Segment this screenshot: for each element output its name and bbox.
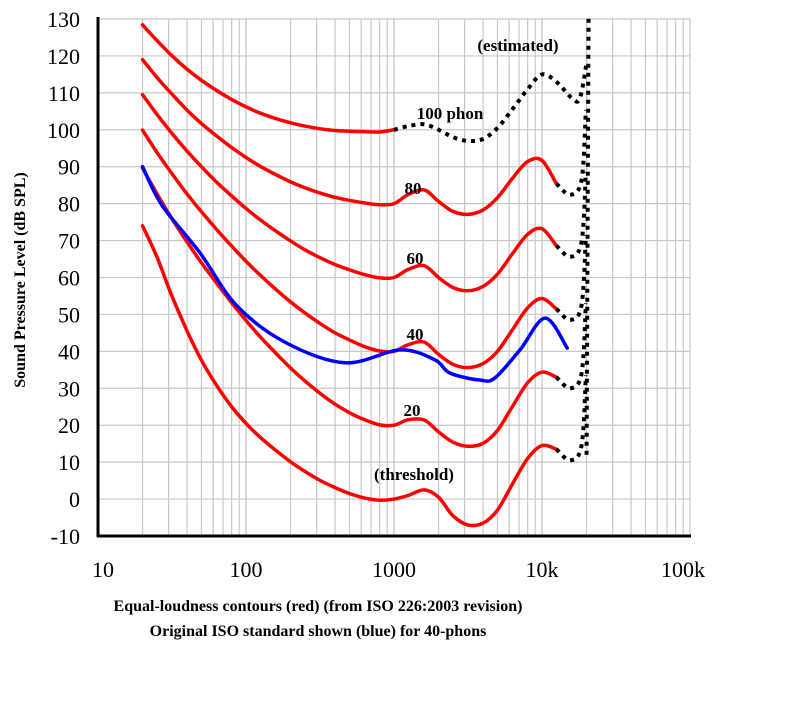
- y-tick-label: -10: [51, 524, 80, 549]
- y-tick-label: 110: [48, 81, 80, 106]
- y-tick-label: 50: [58, 302, 80, 327]
- y-tick-label: 100: [47, 118, 80, 143]
- estimated-tail: [554, 303, 588, 391]
- x-tick-label: 1000: [372, 557, 416, 582]
- curve-label-20: 20: [404, 401, 421, 420]
- caption-line-2: Original ISO standard shown (blue) for 4…: [150, 623, 487, 640]
- y-tick-label: 10: [58, 450, 80, 475]
- estimated-100-phon-line: [393, 62, 589, 144]
- grid: [97, 18, 691, 537]
- estimated-tail: [554, 375, 588, 463]
- y-tick-label: 30: [58, 376, 80, 401]
- y-tick-label: 120: [47, 44, 80, 69]
- y-tick-label: 80: [58, 192, 80, 217]
- series-line-60-phon: [140, 92, 559, 293]
- x-tick-label: 10: [92, 557, 114, 582]
- caption-line-1: Equal-loudness contours (red) (from ISO …: [114, 598, 523, 615]
- series-line-40-phon: [140, 128, 559, 370]
- x-tick-label: 100: [230, 557, 263, 582]
- curve-label-100: 100 phon: [417, 104, 484, 123]
- original-40-phon-line: [140, 164, 569, 383]
- estimated-vertical-line: [584, 16, 591, 455]
- estimated-tail: [554, 234, 588, 322]
- y-tick-label: 20: [58, 413, 80, 438]
- curve-label-80: 80: [405, 179, 422, 198]
- series-line-20-phon: [140, 166, 559, 449]
- y-tick-label: 40: [58, 339, 80, 364]
- y-tick-label: 90: [58, 155, 80, 180]
- series-line-threshold: [140, 224, 559, 528]
- y-tick-label: 70: [58, 229, 80, 254]
- curve-label-threshold: (threshold): [374, 465, 454, 484]
- series-line-80-phon: [140, 57, 559, 217]
- series-line-100-phon: [140, 23, 396, 134]
- estimated-tail: [554, 109, 588, 197]
- x-tick-label: 10k: [526, 557, 559, 582]
- curve-label-40: 40: [407, 325, 424, 344]
- estimated-tail: [554, 171, 588, 259]
- x-tick-label: 100k: [661, 557, 705, 582]
- y-axis-label: Sound Pressure Level (dB SPL): [12, 172, 29, 387]
- y-tick-label: 0: [69, 487, 80, 512]
- y-tick-label: 130: [47, 7, 80, 32]
- y-tick-label: 60: [58, 266, 80, 291]
- curve-label-60: 60: [407, 249, 424, 268]
- curves: [140, 16, 591, 528]
- x-tick-labels: 10 100 1000 10k 100k: [92, 557, 705, 582]
- curve-label-estimated: (estimated): [477, 36, 558, 55]
